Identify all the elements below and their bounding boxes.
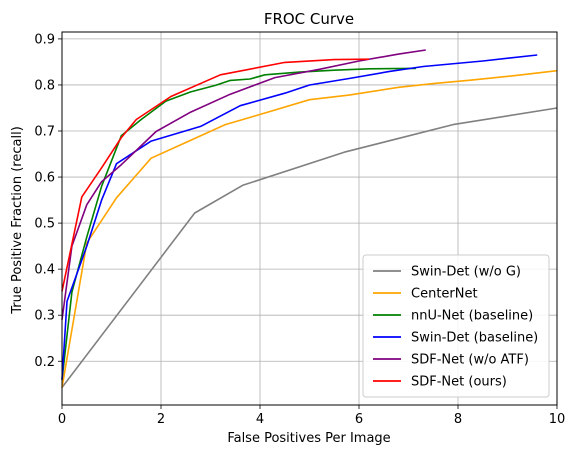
y-tick-label: 0.4	[34, 263, 55, 278]
x-tick-label: 2	[157, 412, 165, 427]
y-tick-label: 0.9	[34, 32, 55, 47]
y-tick-label: 0.2	[34, 355, 55, 370]
series-line	[61, 107, 558, 388]
legend: Swin-Det (w/o G) CenterNet nnU-Net (baseli…	[362, 254, 550, 398]
x-tick-label: 10	[549, 412, 566, 427]
series-line	[61, 67, 416, 380]
legend-label: SDF-Net (ours)	[411, 375, 507, 390]
y-tick-label: 0.5	[34, 217, 55, 232]
legend-label: Swin-Det (baseline)	[411, 331, 538, 346]
chart-title: FROC Curve	[264, 10, 354, 28]
x-axis-label: False Positives Per Image	[227, 431, 390, 446]
plot-frame	[61, 31, 558, 406]
legend-label: Swin-Det (w/o G)	[411, 265, 521, 280]
axis-ticks: 0 2 4 6 8 10 0.2 0.3 0.4 0.5 0.6 0.7 0.8 0.9	[34, 32, 565, 427]
y-axis-label: True Positive Fraction (recall)	[10, 126, 25, 315]
y-tick-label: 0.8	[34, 78, 55, 93]
y-tick-label: 0.6	[34, 171, 55, 186]
legend-label: nnU-Net (baseline)	[411, 309, 533, 324]
legend-label: SDF-Net (w/o ATF)	[411, 353, 529, 368]
x-tick-label: 8	[454, 412, 462, 427]
x-tick-label: 0	[58, 412, 66, 427]
y-tick-label: 0.7	[34, 125, 55, 140]
legend-label: CenterNet	[411, 287, 478, 302]
series-line	[61, 58, 369, 292]
x-tick-label: 4	[256, 412, 264, 427]
y-tick-label: 0.3	[34, 309, 55, 324]
series-line	[61, 49, 426, 320]
series-lines	[61, 49, 558, 388]
series-line	[61, 54, 538, 380]
x-tick-label: 6	[355, 412, 363, 427]
series-line	[61, 69, 558, 388]
legend-box	[362, 254, 550, 398]
